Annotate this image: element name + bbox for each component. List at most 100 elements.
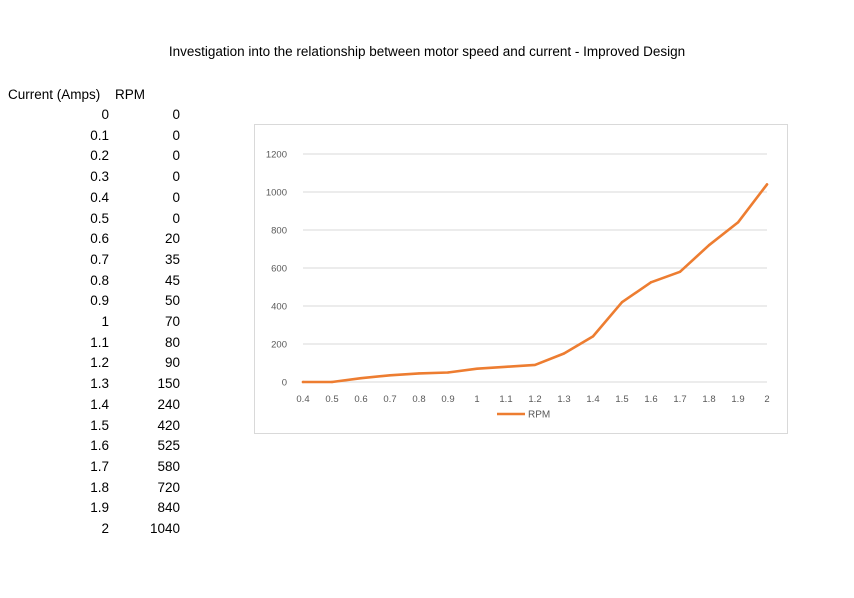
x-tick-label: 0.6 <box>354 394 367 405</box>
x-tick-label: 0.9 <box>441 394 454 405</box>
x-tick-label: 0.4 <box>296 394 309 405</box>
cell-current: 1.1 <box>90 334 109 350</box>
x-tick-label: 0.5 <box>325 394 338 405</box>
table-row[interactable]: 1.6 525 <box>0 438 190 458</box>
table-row[interactable]: 1.2 90 <box>0 355 190 375</box>
cell-current: 0.8 <box>90 272 109 288</box>
header-current: Current (Amps) <box>8 87 101 102</box>
table-row[interactable]: 1.8 720 <box>0 480 190 500</box>
y-tick-label: 1000 <box>266 188 287 199</box>
cell-current: 1.4 <box>90 396 109 412</box>
cell-current: 0.6 <box>90 231 109 247</box>
cell-rpm: 1040 <box>149 521 180 536</box>
data-point <box>707 244 711 247</box>
x-tick-label: 1.2 <box>528 394 541 405</box>
cell-current: 0.7 <box>90 251 109 267</box>
table-row[interactable]: 0.1 0 <box>0 128 190 148</box>
data-point <box>620 301 624 304</box>
legend-label-rpm: RPM <box>528 410 550 421</box>
x-tick-label: 0.8 <box>412 394 425 405</box>
table-row[interactable]: 1 70 <box>0 314 190 334</box>
data-point <box>562 352 566 355</box>
cell-rpm: 240 <box>157 396 180 412</box>
cell-rpm: 0 <box>172 169 180 185</box>
table-row[interactable]: 1.1 80 <box>0 335 190 355</box>
x-tick-label: 1.5 <box>615 394 628 405</box>
cell-rpm: 525 <box>157 438 180 454</box>
cell-rpm: 0 <box>172 148 180 164</box>
table-row[interactable]: 0.6 20 <box>0 231 190 251</box>
cell-rpm: 420 <box>157 417 180 433</box>
line-chart: 0 200 400 600 800 1000 1200 0.4 0.5 0.6 0.7 0.8 0.9 1… <box>266 150 770 421</box>
y-tick-label: 200 <box>271 340 287 351</box>
data-point <box>533 363 537 367</box>
x-tick-label: 1.3 <box>557 394 570 405</box>
table-row[interactable]: 2 1040 <box>0 521 190 541</box>
y-tick-label: 600 <box>271 264 287 275</box>
x-tick-label: 1.7 <box>673 394 686 405</box>
cell-current: 0.4 <box>90 189 109 205</box>
data-point <box>736 221 740 224</box>
data-point <box>388 374 392 377</box>
table-row[interactable]: 1.5 420 <box>0 418 190 438</box>
cell-current: 0.9 <box>90 293 109 309</box>
cell-current: 0 <box>101 107 109 122</box>
data-point <box>678 270 682 273</box>
cell-current: 0.5 <box>90 210 109 226</box>
table-row[interactable]: 0.2 0 <box>0 148 190 168</box>
x-tick-label: 2 <box>764 394 769 405</box>
cell-rpm: 720 <box>157 479 180 495</box>
table-row[interactable]: 1.4 240 <box>0 397 190 417</box>
cell-current: 2 <box>101 521 109 536</box>
data-point <box>359 377 363 380</box>
cell-current: 0.3 <box>90 169 109 185</box>
cell-current: 0.2 <box>90 148 109 164</box>
table-row[interactable]: 0.8 45 <box>0 273 190 293</box>
table-row[interactable]: 0.9 50 <box>0 293 190 313</box>
data-point <box>475 367 479 370</box>
table-row[interactable]: 0.7 35 <box>0 252 190 272</box>
data-point <box>330 380 334 384</box>
cell-current: 0.1 <box>90 127 109 143</box>
cell-rpm: 70 <box>164 314 180 329</box>
cell-rpm: 50 <box>164 293 180 309</box>
data-point <box>649 281 653 284</box>
cell-rpm: 0 <box>172 127 180 143</box>
cell-rpm: 90 <box>164 355 180 371</box>
header-rpm: RPM <box>115 87 145 102</box>
table-row[interactable]: 1.9 840 <box>0 500 190 520</box>
x-tick-label: 1.8 <box>702 394 715 405</box>
y-tick-label: 0 <box>282 378 287 389</box>
chart-title: Investigation into the relationship betw… <box>168 44 686 59</box>
table-row[interactable]: 0.4 0 <box>0 190 190 210</box>
data-point <box>591 335 595 338</box>
series-line-rpm <box>301 183 769 384</box>
data-point <box>417 372 421 375</box>
x-tick-label: 1.9 <box>731 394 744 405</box>
x-tick-label: 1.6 <box>644 394 657 405</box>
cell-current: 1.6 <box>90 438 109 454</box>
chart-area[interactable]: 0 200 400 600 800 1000 1200 0.4 0.5 0.6 0.7 0.8 0.9 1… <box>254 124 788 434</box>
cell-rpm: 0 <box>172 107 180 122</box>
y-tick-label: 1200 <box>266 150 287 161</box>
data-point <box>504 365 508 368</box>
cell-rpm: 80 <box>164 334 180 350</box>
y-tick-label: 400 <box>271 302 287 313</box>
table-row[interactable]: 0.5 0 <box>0 211 190 231</box>
cell-rpm: 580 <box>157 458 180 474</box>
data-point <box>446 371 450 374</box>
data-point <box>301 380 305 384</box>
y-tick-label: 800 <box>271 226 287 237</box>
table-row[interactable]: 1.3 150 <box>0 376 190 396</box>
table-row[interactable]: 0.3 0 <box>0 169 190 189</box>
cell-current: 1.9 <box>90 500 109 516</box>
cell-rpm: 840 <box>157 500 180 516</box>
cell-current: 1.8 <box>90 479 109 495</box>
cell-rpm: 45 <box>164 272 180 288</box>
table-row[interactable]: 1.7 580 <box>0 459 190 479</box>
x-tick-label: 0.7 <box>383 394 396 405</box>
data-point <box>765 183 769 186</box>
cell-current: 1.5 <box>90 417 109 433</box>
x-tick-label: 1 <box>474 394 479 405</box>
